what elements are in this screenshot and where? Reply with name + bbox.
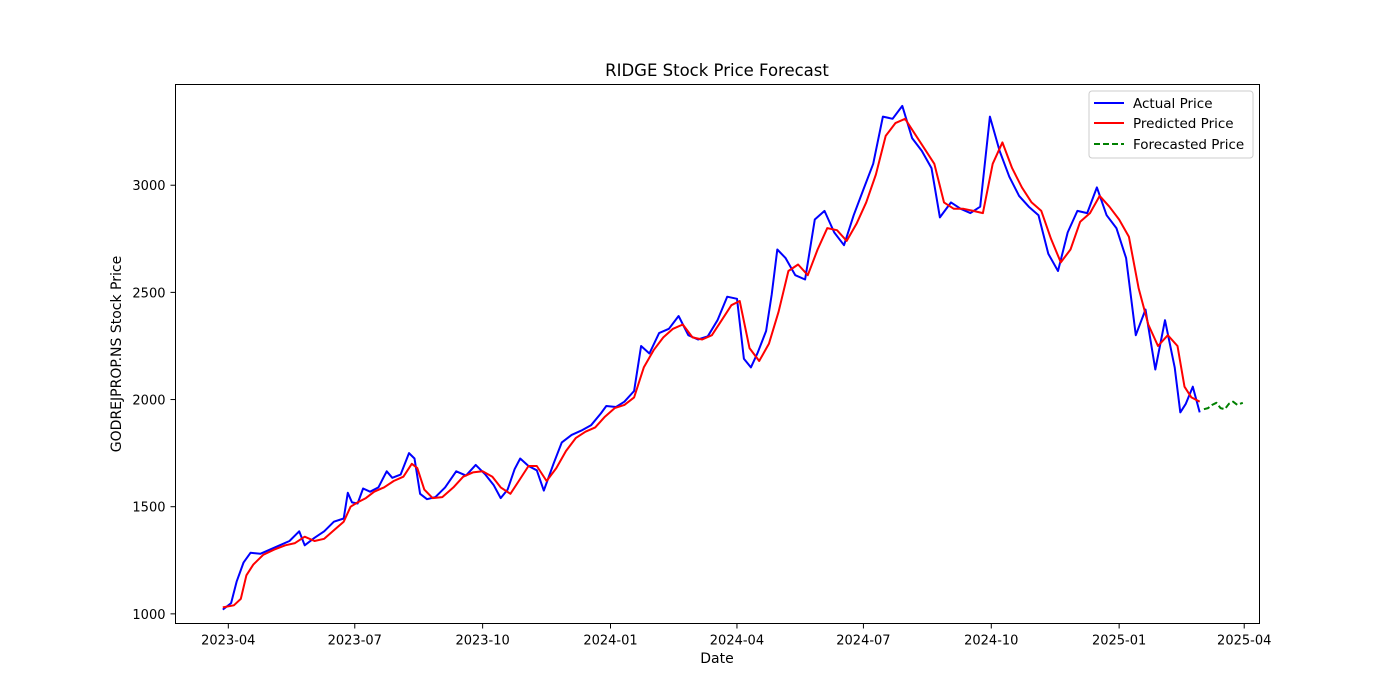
legend-box xyxy=(1088,90,1254,159)
x-tick-label: 2023-04 xyxy=(201,634,255,649)
series-layer xyxy=(222,104,1244,611)
predicted-price-line xyxy=(222,117,1201,609)
y-tick-label: 1000 xyxy=(132,608,165,623)
x-axis-label: Date xyxy=(700,651,733,667)
x-tick-label: 2024-04 xyxy=(710,634,764,649)
x-axis: 2023-04 2023-07 2023-10 2024-01 2024-04 2024-… xyxy=(201,623,1271,649)
legend-label-actual: Actual Price xyxy=(1133,96,1213,112)
forecasted-price-line xyxy=(1203,400,1244,411)
chart-title: RIDGE Stock Price Forecast xyxy=(605,61,829,80)
y-tick-label: 2000 xyxy=(132,394,165,409)
y-axis: 1000 1500 2000 2500 3000 xyxy=(132,179,176,623)
x-tick-label: 2025-01 xyxy=(1092,634,1146,649)
y-tick-label: 1500 xyxy=(132,501,165,516)
legend-label-predicted: Predicted Price xyxy=(1133,116,1234,132)
y-axis-label: GODREJPROP.NS Stock Price xyxy=(109,256,125,452)
x-tick-label: 2023-10 xyxy=(455,634,509,649)
x-tick-label: 2024-07 xyxy=(836,634,890,649)
legend-label-forecasted: Forecasted Price xyxy=(1133,137,1244,153)
legend: Actual Price Predicted Price Forecasted … xyxy=(1088,90,1254,159)
x-tick-label: 2025-04 xyxy=(1217,634,1271,649)
y-tick-label: 3000 xyxy=(132,179,165,194)
x-tick-label: 2023-07 xyxy=(328,634,382,649)
x-tick-label: 2024-10 xyxy=(964,634,1018,649)
x-tick-label: 2024-01 xyxy=(583,634,637,649)
y-tick-label: 2500 xyxy=(132,286,165,301)
plot-area-frame xyxy=(175,84,1260,624)
